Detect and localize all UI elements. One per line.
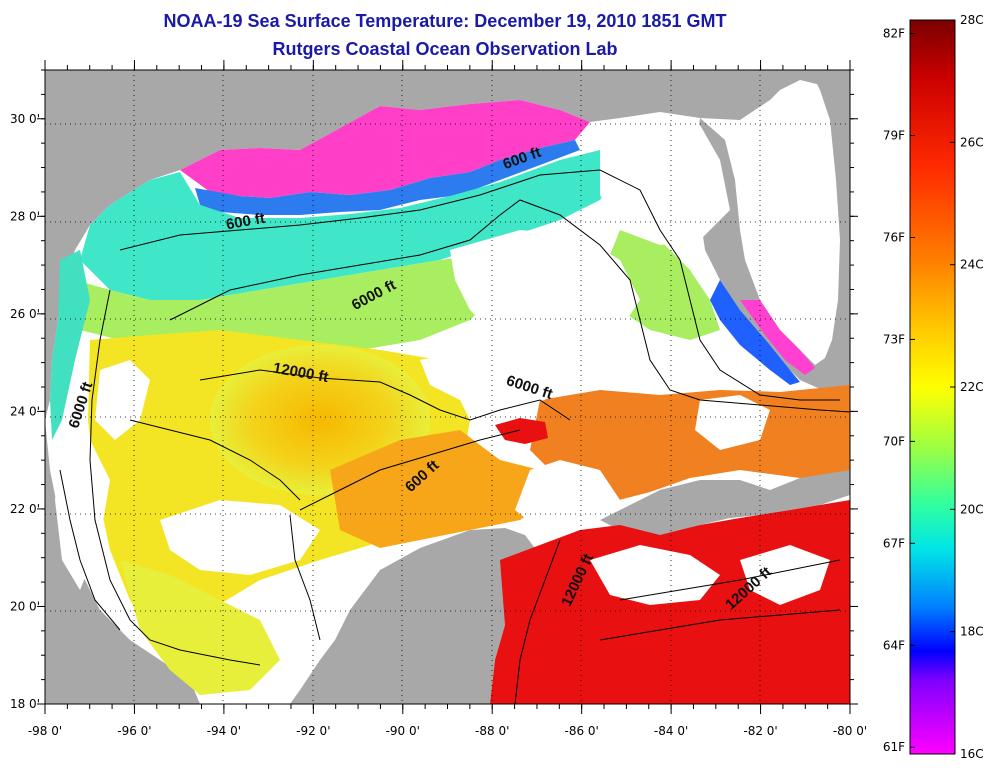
colorbar-fahrenheit-labels: 82F 79F 76F 73F 70F 67F 64F 61F <box>883 27 905 755</box>
y-tick-label: 18 0' <box>10 697 40 711</box>
y-tick-label: 30 0' <box>10 112 40 126</box>
map-subtitle: Rutgers Coastal Ocean Observation Lab <box>272 39 618 59</box>
bathymetry-contours <box>59 169 850 704</box>
y-tick-label: 26 0' <box>10 307 40 321</box>
x-tick-label: -90 0' <box>386 724 420 738</box>
colorbar-fahrenheit-label: 73F <box>883 332 905 346</box>
x-tick-label: -92 0' <box>296 724 330 738</box>
contour-label: 600 ft <box>225 210 267 234</box>
x-tick-label: -94 0' <box>207 724 241 738</box>
sst-orange-south <box>330 430 550 548</box>
colorbar-fahrenheit-label: 82F <box>883 27 905 41</box>
x-axis-labels: -98 0' -96 0' -94 0' -92 0' -90 0' -88 0' -86 … <box>28 724 867 738</box>
x-tick-label: -82 0' <box>743 724 777 738</box>
axis-ticks <box>37 60 858 714</box>
land-texas <box>45 70 850 420</box>
colorbar-celsius-label: 22C <box>960 380 984 394</box>
x-tick-label: -96 0' <box>117 724 151 738</box>
sst-green-band <box>60 255 500 350</box>
colorbar <box>909 19 956 755</box>
cloud-patches <box>55 125 830 605</box>
sst-cyan-west-coast <box>50 250 90 440</box>
graticule <box>45 70 850 704</box>
land-cuba <box>600 466 850 538</box>
colorbar-ticks <box>910 19 955 755</box>
sst-cyan-band <box>80 150 620 300</box>
colorbar-celsius-label: 26C <box>960 135 984 149</box>
y-tick-label: 28 0' <box>10 209 40 223</box>
colorbar-celsius-label: 20C <box>960 502 984 516</box>
y-axis-labels: 30 0' 28 0' 26 0' 24 0' 22 0' 20 0' 18 0' <box>10 112 40 711</box>
sst-magenta-florida <box>740 300 815 375</box>
x-tick-label: -86 0' <box>564 724 598 738</box>
colorbar-celsius-labels: 28C 26C 24C 22C 20C 18C 16C <box>960 13 984 761</box>
sst-red-spot <box>495 418 548 444</box>
land-yucatan <box>290 528 540 704</box>
map-title: NOAA-19 Sea Surface Temperature: Decembe… <box>163 11 727 31</box>
sst-magenta-coast <box>180 100 590 198</box>
y-tick-label: 22 0' <box>10 502 40 516</box>
colorbar-fahrenheit-label: 76F <box>883 230 905 244</box>
x-tick-label: -84 0' <box>654 724 688 738</box>
land-mexico <box>45 420 200 704</box>
colorbar-celsius-label: 28C <box>960 13 984 27</box>
colorbar-fahrenheit-label: 67F <box>883 536 905 550</box>
colorbar-fahrenheit-label: 64F <box>883 638 905 652</box>
colorbar-fahrenheit-label: 70F <box>883 434 905 448</box>
colorbar-celsius-label: 24C <box>960 258 984 272</box>
x-tick-label: -88 0' <box>475 724 509 738</box>
y-tick-label: 20 0' <box>10 599 40 613</box>
sst-blue-florida-coast <box>710 280 800 385</box>
colorbar-celsius-label: 18C <box>960 625 984 639</box>
x-tick-label: -98 0' <box>28 724 62 738</box>
colorbar-celsius-label: 16C <box>960 747 984 761</box>
x-tick-label: -80 0' <box>833 724 867 738</box>
sst-blue-band <box>195 140 580 215</box>
colorbar-fahrenheit-label: 79F <box>883 129 905 143</box>
sst-orange-east <box>530 385 850 505</box>
y-tick-label: 24 0' <box>10 404 40 418</box>
colorbar-fahrenheit-label: 61F <box>883 740 905 754</box>
